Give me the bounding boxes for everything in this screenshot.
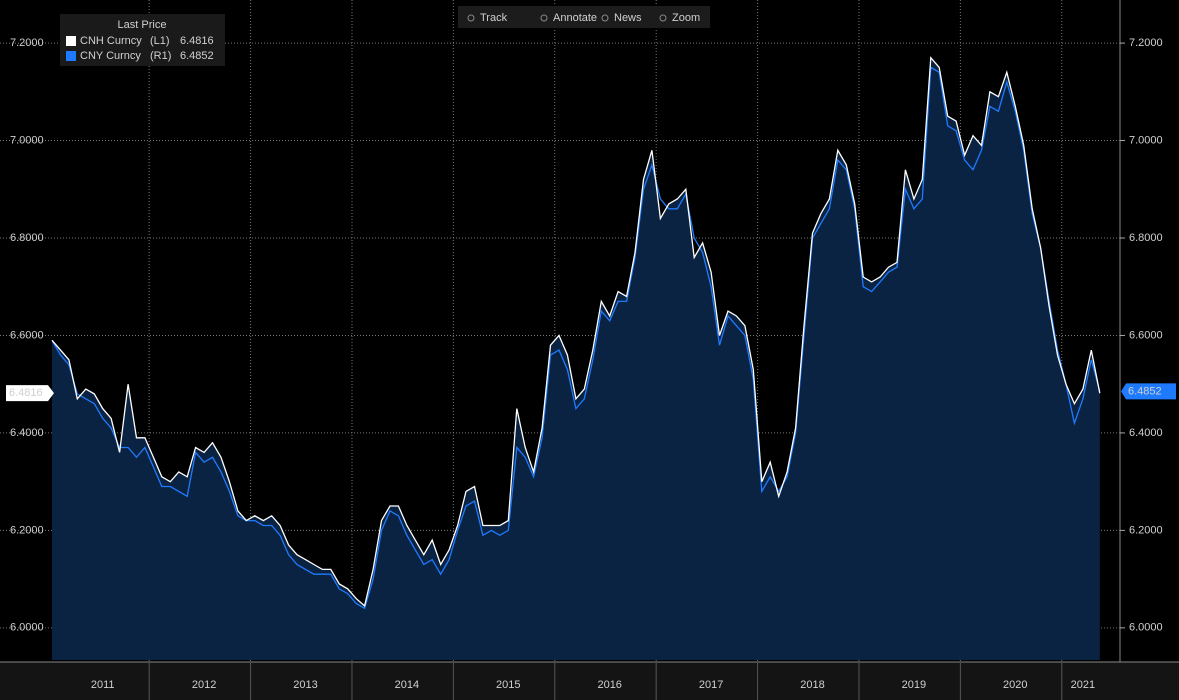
y2-tick-label: 6.8000 bbox=[1129, 232, 1163, 244]
toolbar-button[interactable]: Annotate bbox=[553, 12, 597, 24]
y-tick-label: 6.2000 bbox=[10, 524, 44, 536]
legend bbox=[60, 14, 225, 66]
x-tick-label: 2017 bbox=[699, 679, 723, 691]
y-tick-label: 7.2000 bbox=[10, 37, 44, 49]
legend-axis-tag: (L1) bbox=[150, 35, 170, 47]
x-tick-label: 2012 bbox=[192, 679, 216, 691]
x-tick-label: 2013 bbox=[293, 679, 317, 691]
y-tick-label: 6.6000 bbox=[10, 329, 44, 341]
toolbar-button[interactable]: Zoom bbox=[672, 12, 700, 24]
y2-tick-label: 6.2000 bbox=[1129, 524, 1163, 536]
legend-axis-tag: (R1) bbox=[150, 50, 171, 62]
y2-tick-label: 7.0000 bbox=[1129, 134, 1163, 146]
legend-last: 6.4852 bbox=[180, 50, 214, 62]
y-tick-label: 6.0000 bbox=[10, 622, 44, 634]
legend-swatch bbox=[66, 36, 76, 46]
x-tick-label: 2016 bbox=[597, 679, 621, 691]
area-fill bbox=[52, 57, 1100, 660]
last-value-label: 6.4852 bbox=[1128, 385, 1162, 397]
legend-name: CNH Curncy bbox=[80, 35, 142, 47]
toolbar-icon bbox=[467, 14, 475, 22]
legend-swatch bbox=[66, 51, 76, 61]
y-tick-label: 6.8000 bbox=[10, 232, 44, 244]
y2-tick-label: 6.4000 bbox=[1129, 427, 1163, 439]
toolbar-icon bbox=[601, 14, 609, 22]
axes: 6.0000 6.2000 6.4000 6.6000 6.8000 7.0000 7.20… bbox=[6, 37, 1176, 700]
plot bbox=[51, 56, 1101, 660]
toolbar-icon bbox=[540, 14, 548, 22]
toolbar-button[interactable]: News bbox=[614, 12, 642, 24]
x-tick-label: 2015 bbox=[496, 679, 520, 691]
x-tick-label: 2019 bbox=[902, 679, 926, 691]
legend-last: 6.4816 bbox=[180, 35, 214, 47]
last-value-label: 6.4816 bbox=[9, 387, 43, 399]
x-tick-label: 2020 bbox=[1003, 679, 1027, 691]
legend-name: CNY Curncy bbox=[80, 50, 141, 62]
y2-tick-label: 7.2000 bbox=[1129, 37, 1163, 49]
y-tick-label: 7.0000 bbox=[10, 134, 44, 146]
toolbar-items: Track Annotate News Zoom bbox=[467, 12, 700, 24]
last-value-tag bbox=[1121, 383, 1176, 400]
toolbar-icon bbox=[659, 14, 667, 22]
x-tick-label: 2011 bbox=[91, 679, 115, 691]
series-line bbox=[51, 56, 1101, 608]
toolbar bbox=[458, 6, 710, 28]
x-tick-label: 2018 bbox=[800, 679, 824, 691]
x-tick-label: 2021 bbox=[1071, 679, 1095, 691]
x-axis-strip bbox=[0, 662, 1179, 700]
last-value-tag bbox=[6, 385, 54, 402]
y-tick-label: 6.4000 bbox=[10, 427, 44, 439]
y2-tick-label: 6.6000 bbox=[1129, 329, 1163, 341]
legend-title: Last Price bbox=[118, 19, 167, 31]
series-line bbox=[51, 66, 1101, 610]
toolbar-button[interactable]: Track bbox=[480, 12, 508, 24]
y2-tick-label: 6.0000 bbox=[1129, 622, 1163, 634]
x-tick-label: 2014 bbox=[395, 679, 419, 691]
legend-items: CNH Curncy (L1) 6.4816 CNY Curncy (R1) 6.4852 bbox=[66, 35, 214, 62]
